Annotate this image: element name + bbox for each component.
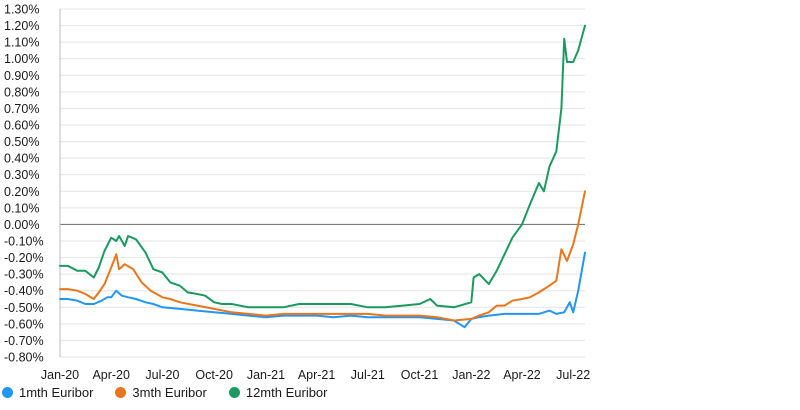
x-tick-label: Apr-22: [503, 368, 541, 382]
y-tick-label: 0.20%: [4, 185, 39, 199]
legend-item-3mth: 3mth Euribor: [115, 385, 207, 400]
legend-marker-12mth: [228, 387, 240, 398]
x-tick-label: Apr-21: [298, 368, 336, 382]
y-tick-label: -0.70%: [4, 334, 44, 348]
y-tick-label: 0.30%: [4, 168, 39, 182]
y-tick-label: 0.90%: [4, 69, 39, 83]
y-tick-label: -0.50%: [4, 301, 44, 315]
y-tick-label: 1.30%: [4, 3, 39, 17]
x-tick-label: Oct-21: [401, 368, 439, 382]
legend: 1mth Euribor 3mth Euribor 12mth Euribor: [2, 385, 328, 400]
y-tick-label: 1.10%: [4, 36, 39, 50]
legend-label-3mth: 3mth Euribor: [132, 385, 207, 400]
legend-item-1mth: 1mth Euribor: [2, 385, 93, 400]
y-tick-label: 0.00%: [4, 218, 39, 232]
axis-layer: 1.30% 1.20% 1.10% 1.00% 0.90% 0.80% 0.70% 0.60%…: [4, 3, 590, 383]
x-tick-label: Jan-21: [247, 368, 285, 382]
y-tick-label: 0.10%: [4, 201, 39, 215]
y-tick-label: 1.20%: [4, 19, 39, 33]
y-tick-label: 0.60%: [4, 119, 39, 133]
x-tick-label: Apr-20: [92, 368, 130, 382]
x-tick-label: Jul-22: [556, 368, 590, 382]
x-tick-label: Jan-20: [41, 368, 79, 382]
y-tick-label: -0.80%: [4, 351, 44, 365]
y-tick-label: -0.30%: [4, 268, 44, 282]
legend-label-1mth: 1mth Euribor: [19, 385, 94, 400]
legend-item-12mth: 12mth Euribor: [228, 385, 328, 400]
legend-marker-3mth: [115, 387, 127, 398]
series-line-2: [59, 190, 586, 322]
y-tick-label: 0.40%: [4, 152, 39, 166]
x-tick-label: Oct-20: [195, 368, 233, 382]
series-line-3: [59, 24, 586, 309]
x-tick-label: Jan-22: [452, 368, 490, 382]
y-tick-label: 0.70%: [4, 102, 39, 116]
y-tick-label: -0.40%: [4, 284, 44, 298]
legend-label-12mth: 12mth Euribor: [245, 385, 328, 400]
legend-marker-1mth: [2, 387, 13, 398]
grid-layer: [60, 8, 585, 358]
x-tick-label: Jul-20: [145, 368, 179, 382]
series-layer: [59, 24, 586, 329]
y-tick-label: 1.00%: [4, 52, 39, 66]
y-tick-label: -0.20%: [4, 251, 44, 265]
y-tick-label: 0.50%: [4, 135, 39, 149]
y-tick-label: -0.60%: [4, 317, 44, 331]
y-tick-label: 0.80%: [4, 85, 39, 99]
series-line-1: [59, 251, 586, 329]
x-tick-label: Jul-21: [351, 368, 385, 382]
y-tick-label: -0.10%: [4, 235, 44, 249]
